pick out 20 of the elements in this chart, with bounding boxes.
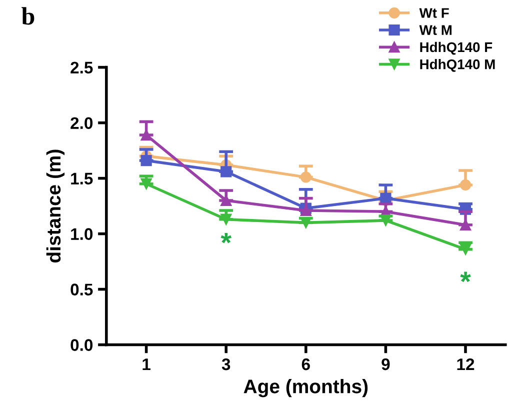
y-tick-label: 0.5 xyxy=(70,284,93,296)
legend-label: Wt M xyxy=(419,25,452,35)
annotation: * xyxy=(220,232,232,244)
y-tick-label: 2.5 xyxy=(70,62,93,74)
x-axis-title: Age (months) xyxy=(244,379,368,398)
annotation: * xyxy=(460,272,471,282)
x-tick-label: 1 xyxy=(142,358,150,370)
y-axis-title: distance (m) xyxy=(46,150,64,262)
x-tick-label: 12 xyxy=(457,358,474,370)
y-tick-label: 0.0 xyxy=(70,339,93,351)
y-tick-label: 1.0 xyxy=(71,228,93,240)
y-tick-label: 2.0 xyxy=(70,117,93,130)
x-tick-label: 3 xyxy=(222,358,230,370)
chart-title: b xyxy=(22,7,34,25)
y-tick-label: 1.5 xyxy=(71,172,93,184)
legend-label: HdhQ140 M xyxy=(420,59,495,72)
x-tick-label: 9 xyxy=(382,358,390,370)
x-tick-label: 6 xyxy=(302,358,310,370)
legend-label: Wt F xyxy=(419,8,449,18)
legend-label: HdhQ140 F xyxy=(420,42,492,55)
